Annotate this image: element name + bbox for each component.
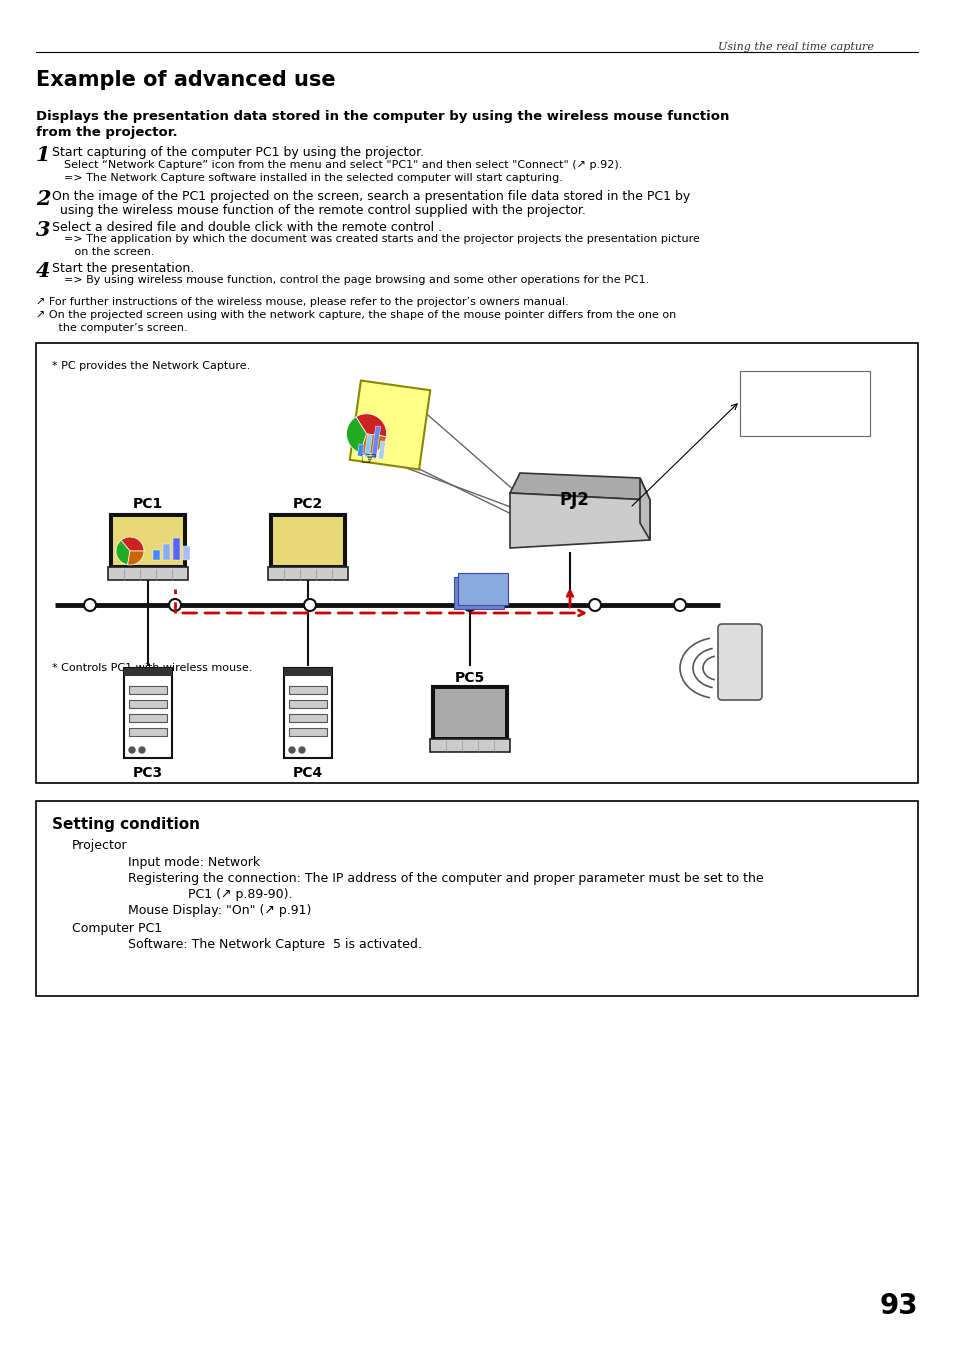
Bar bbox=[377, 441, 385, 459]
Wedge shape bbox=[128, 551, 144, 566]
Bar bbox=[124, 668, 172, 676]
Circle shape bbox=[298, 747, 305, 753]
Bar bbox=[432, 686, 507, 740]
Circle shape bbox=[588, 599, 600, 612]
Text: Select a desired file and double click with the remote control .: Select a desired file and double click w… bbox=[52, 221, 441, 234]
Text: ↗ On the projected screen using with the network capture, the shape of the mouse: ↗ On the projected screen using with the… bbox=[36, 310, 676, 320]
Polygon shape bbox=[639, 478, 649, 540]
Circle shape bbox=[289, 747, 294, 753]
Bar bbox=[112, 517, 183, 566]
Bar bbox=[108, 567, 188, 580]
Text: 4: 4 bbox=[36, 261, 51, 281]
Bar bbox=[435, 688, 504, 737]
Text: ☞: ☞ bbox=[359, 450, 376, 468]
Text: PC4: PC4 bbox=[293, 765, 323, 780]
Text: 3: 3 bbox=[36, 220, 51, 240]
Bar bbox=[289, 728, 327, 736]
Text: Example of advanced use: Example of advanced use bbox=[36, 70, 335, 90]
Bar bbox=[371, 427, 380, 459]
Text: PC1: PC1 bbox=[132, 497, 163, 512]
Bar bbox=[284, 668, 332, 757]
Bar bbox=[740, 371, 869, 436]
Text: Using the real time capture: Using the real time capture bbox=[718, 42, 873, 53]
Bar bbox=[289, 701, 327, 707]
Polygon shape bbox=[510, 493, 649, 548]
Text: Input mode: Network: Input mode: Network bbox=[128, 856, 260, 869]
Text: 93: 93 bbox=[879, 1292, 917, 1320]
Bar bbox=[110, 514, 186, 568]
Circle shape bbox=[169, 599, 181, 612]
Wedge shape bbox=[355, 414, 386, 436]
Text: => The Network Capture software installed in the selected computer will start ca: => The Network Capture software installe… bbox=[64, 173, 562, 184]
Text: Setting condition: Setting condition bbox=[52, 817, 200, 832]
Text: * PC provides the Network Capture.: * PC provides the Network Capture. bbox=[52, 360, 250, 371]
Bar bbox=[183, 545, 190, 560]
FancyBboxPatch shape bbox=[718, 624, 761, 701]
Text: => By using wireless mouse function, control the page browsing and some other op: => By using wireless mouse function, con… bbox=[64, 275, 649, 285]
Circle shape bbox=[129, 747, 135, 753]
Bar bbox=[152, 549, 160, 560]
Text: 2: 2 bbox=[36, 189, 51, 209]
Wedge shape bbox=[346, 417, 366, 452]
Text: Mouse Display: "On" (↗ p.91): Mouse Display: "On" (↗ p.91) bbox=[128, 904, 311, 917]
Text: Start the presentation.: Start the presentation. bbox=[52, 262, 194, 275]
Text: PC1 (↗ p.89-90).: PC1 (↗ p.89-90). bbox=[188, 888, 292, 900]
Bar bbox=[172, 539, 180, 560]
Circle shape bbox=[304, 599, 315, 612]
Text: ↗ For further instructions of the wireless mouse, please refer to the projector’: ↗ For further instructions of the wirele… bbox=[36, 297, 568, 306]
Bar bbox=[129, 686, 167, 694]
Bar bbox=[129, 701, 167, 707]
Text: the computer’s screen.: the computer’s screen. bbox=[48, 323, 188, 333]
Circle shape bbox=[673, 599, 685, 612]
Bar bbox=[364, 435, 372, 458]
Wedge shape bbox=[116, 540, 130, 564]
Bar bbox=[284, 668, 332, 676]
Bar bbox=[289, 714, 327, 722]
Text: => The application by which the document was created starts and the projector pr: => The application by which the document… bbox=[64, 234, 700, 244]
Text: On the image of the PC1 projected on the screen, search a presentation file data: On the image of the PC1 projected on the… bbox=[52, 190, 690, 202]
Text: using the wireless mouse function of the remote control supplied with the projec: using the wireless mouse function of the… bbox=[52, 204, 585, 217]
Wedge shape bbox=[121, 537, 144, 551]
Text: PC2: PC2 bbox=[293, 497, 323, 512]
Text: Software: The Network Capture  5 is activated.: Software: The Network Capture 5 is activ… bbox=[128, 938, 421, 950]
Text: Registering the connection: The IP address of the computer and proper parameter : Registering the connection: The IP addre… bbox=[128, 872, 762, 886]
Text: Computer PC1: Computer PC1 bbox=[71, 922, 162, 936]
Text: 1: 1 bbox=[36, 144, 51, 165]
Bar bbox=[129, 714, 167, 722]
Bar bbox=[268, 567, 348, 580]
Bar bbox=[163, 544, 170, 560]
Bar bbox=[289, 686, 327, 694]
Bar bbox=[350, 381, 430, 470]
Text: on the screen.: on the screen. bbox=[64, 247, 154, 256]
Bar bbox=[454, 576, 503, 609]
Text: Project a screen: Project a screen bbox=[743, 377, 832, 387]
Bar bbox=[270, 514, 346, 568]
Text: PJ2: PJ2 bbox=[559, 491, 589, 509]
Circle shape bbox=[139, 747, 145, 753]
Bar bbox=[357, 444, 364, 456]
Text: * Controls PC1 with wireless mouse.: * Controls PC1 with wireless mouse. bbox=[52, 663, 253, 674]
Polygon shape bbox=[510, 472, 649, 499]
Text: from the projector.: from the projector. bbox=[36, 126, 177, 139]
Circle shape bbox=[463, 599, 476, 612]
Wedge shape bbox=[360, 433, 386, 454]
Bar bbox=[124, 668, 172, 757]
Text: Capture: Capture bbox=[461, 589, 497, 598]
Text: Projector: Projector bbox=[71, 838, 128, 852]
Text: Start capturing of the computer PC1 by using the projector.: Start capturing of the computer PC1 by u… bbox=[52, 146, 424, 159]
Text: Displays the presentation data stored in the computer by using the wireless mous: Displays the presentation data stored in… bbox=[36, 109, 729, 123]
Bar bbox=[129, 728, 167, 736]
Text: PC5: PC5 bbox=[455, 671, 485, 684]
Text: with PJ2.: with PJ2. bbox=[743, 405, 791, 414]
Bar bbox=[273, 517, 343, 566]
Bar bbox=[430, 738, 510, 752]
Circle shape bbox=[84, 599, 96, 612]
Bar bbox=[36, 343, 917, 783]
Bar bbox=[457, 572, 507, 605]
Text: PC3: PC3 bbox=[132, 765, 163, 780]
Text: image of PC1: image of PC1 bbox=[743, 392, 818, 401]
Bar bbox=[36, 801, 917, 996]
Text: Select “Network Capture” icon from the menu and select "PC1" and then select "Co: Select “Network Capture” icon from the m… bbox=[64, 161, 621, 170]
